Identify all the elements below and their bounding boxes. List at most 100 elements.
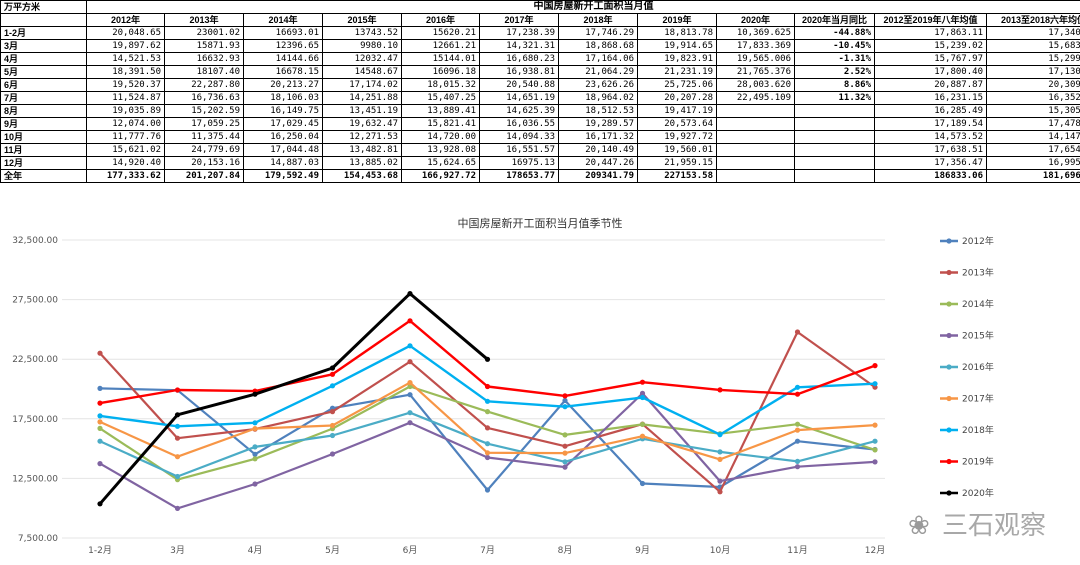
yoy-cell: [794, 169, 875, 183]
table-cell: [716, 169, 795, 183]
data-point: [97, 461, 103, 467]
legend-marker: [946, 269, 952, 276]
table-cell: 14,321.31: [479, 39, 559, 53]
column-header: 2019年: [637, 13, 717, 27]
yoy-cell: 8.86%: [794, 78, 875, 92]
column-header: 2018年: [558, 13, 638, 27]
table-cell: 18,391.50: [86, 65, 165, 79]
data-point: [329, 432, 336, 439]
table-cell: 12396.65: [243, 39, 323, 53]
data-point: [794, 421, 801, 427]
data-point: [252, 444, 258, 450]
table-cell: 12,074.00: [86, 117, 165, 131]
legend-item: 2015年: [940, 330, 994, 342]
table-cell: 14144.66: [243, 52, 323, 66]
table-body: 1-2月 20,048.65 23001.02 16693.01 13743.52 156…: [0, 26, 1080, 183]
data-point: [407, 343, 413, 349]
column-header: 2020年: [716, 13, 795, 27]
yoy-cell: [794, 130, 875, 144]
yoy-cell: 2.52%: [794, 65, 875, 79]
legend-item: 2018年: [940, 424, 994, 436]
data-point: [329, 383, 336, 389]
legend-marker: [946, 301, 952, 307]
table-cell: 22,287.80: [164, 78, 244, 92]
chart-title: 中国房屋新开工面积当月值季节性: [458, 216, 623, 230]
table-cell: 19,565.006: [716, 52, 795, 66]
seasonality-chart: 中国房屋新开工面积当月值季节性 7,500.00 12,500.00 17,500.…: [12, 216, 1078, 556]
table-cell: 16,231.15: [874, 91, 987, 105]
column-header: 2013至2018六年均值: [985, 13, 1080, 27]
data-point: [97, 419, 103, 425]
table-row: 4月 14,521.53 16632.93 14144.66 12032.47 15144…: [0, 52, 1080, 66]
data-point: [97, 413, 103, 419]
table-cell: 20,309.59: [985, 78, 1080, 92]
table-cell: [716, 104, 795, 118]
table-cell: 18,964.02: [558, 91, 638, 105]
legend-marker: [946, 364, 952, 370]
data-point: [174, 387, 181, 393]
data-point: [252, 451, 258, 457]
column-header: 2016年: [401, 13, 480, 27]
data-point: [484, 356, 491, 362]
data-point: [562, 464, 568, 470]
data-point: [717, 449, 723, 455]
table-cell: 17,189.54: [874, 117, 987, 131]
data-point: [484, 454, 491, 461]
row-label: 8月: [0, 104, 87, 118]
data-point: [872, 381, 878, 387]
legend-label: 2020年: [962, 487, 994, 499]
legend-marker: [946, 332, 952, 339]
table-cell: 15,202.59: [164, 104, 244, 118]
table-cell: [716, 130, 795, 144]
legend-marker: [946, 238, 952, 244]
data-point: [252, 391, 258, 397]
column-header: 2014年: [243, 13, 323, 27]
table-cell: 14,094.33: [479, 130, 559, 144]
data-table: 万平方米 中国房屋新开工面积当月值 2012年 2013年 2014年 2015年 20…: [0, 0, 1080, 183]
table-header-row: 2012年 2013年 2014年 2015年 2016年 2017年 2018年 2019年…: [0, 13, 1080, 27]
table-cell: 24,779.69: [164, 143, 244, 157]
table-cell: 16,995.37: [985, 156, 1080, 170]
column-header: 2020年当月同比: [794, 13, 875, 27]
y-tick-label: 32,500.00: [12, 236, 58, 246]
x-tick-label: 1-2月: [88, 545, 112, 556]
table-cell: 14,251.88: [322, 91, 402, 105]
row-label: 10月: [0, 130, 87, 144]
table-cell: 15,683.31: [985, 39, 1080, 53]
table-cell: 21,064.29: [558, 65, 638, 79]
table-row: 12月 14,920.40 20,153.16 14,887.03 13,885.02 1…: [0, 156, 1080, 170]
table-cell: 20,153.16: [164, 156, 244, 170]
data-point: [639, 390, 646, 396]
row-label: 12月: [0, 156, 87, 170]
data-point: [97, 350, 103, 356]
yoy-cell: -44.88%: [794, 26, 875, 40]
table-cell: 20,887.87: [874, 78, 987, 92]
data-point: [717, 456, 723, 462]
table-cell: 17,746.29: [558, 26, 638, 40]
table-cell: 16975.13: [479, 156, 559, 170]
data-point: [252, 481, 258, 487]
data-point: [407, 392, 413, 398]
table-cell: 15,299.73: [985, 52, 1080, 66]
data-point: [329, 371, 336, 377]
row-label: 1-2月: [0, 26, 87, 40]
table-cell: 20,447.26: [558, 156, 638, 170]
table-cell: 13,885.02: [322, 156, 402, 170]
x-tick-label: 5月: [325, 545, 340, 556]
yoy-cell: [794, 117, 875, 131]
series-line: [98, 292, 489, 505]
data-point: [794, 329, 801, 335]
table-cell: 20,140.49: [558, 143, 638, 157]
table-cell: 18,868.68: [558, 39, 638, 53]
table-cell: 20,540.88: [479, 78, 559, 92]
table-cell: 19,417.19: [637, 104, 717, 118]
table-cell: 17,356.47: [874, 156, 987, 170]
table-cell: 16,171.32: [558, 130, 638, 144]
column-header: 2013年: [164, 13, 244, 27]
data-point: [252, 420, 258, 426]
table-cell: [716, 117, 795, 131]
data-point: [639, 394, 646, 401]
table-row: 11月 15,621.02 24,779.69 17,044.48 13,482.81 1…: [0, 143, 1080, 157]
table-cell: 19,560.01: [637, 143, 717, 157]
data-point: [794, 464, 801, 470]
